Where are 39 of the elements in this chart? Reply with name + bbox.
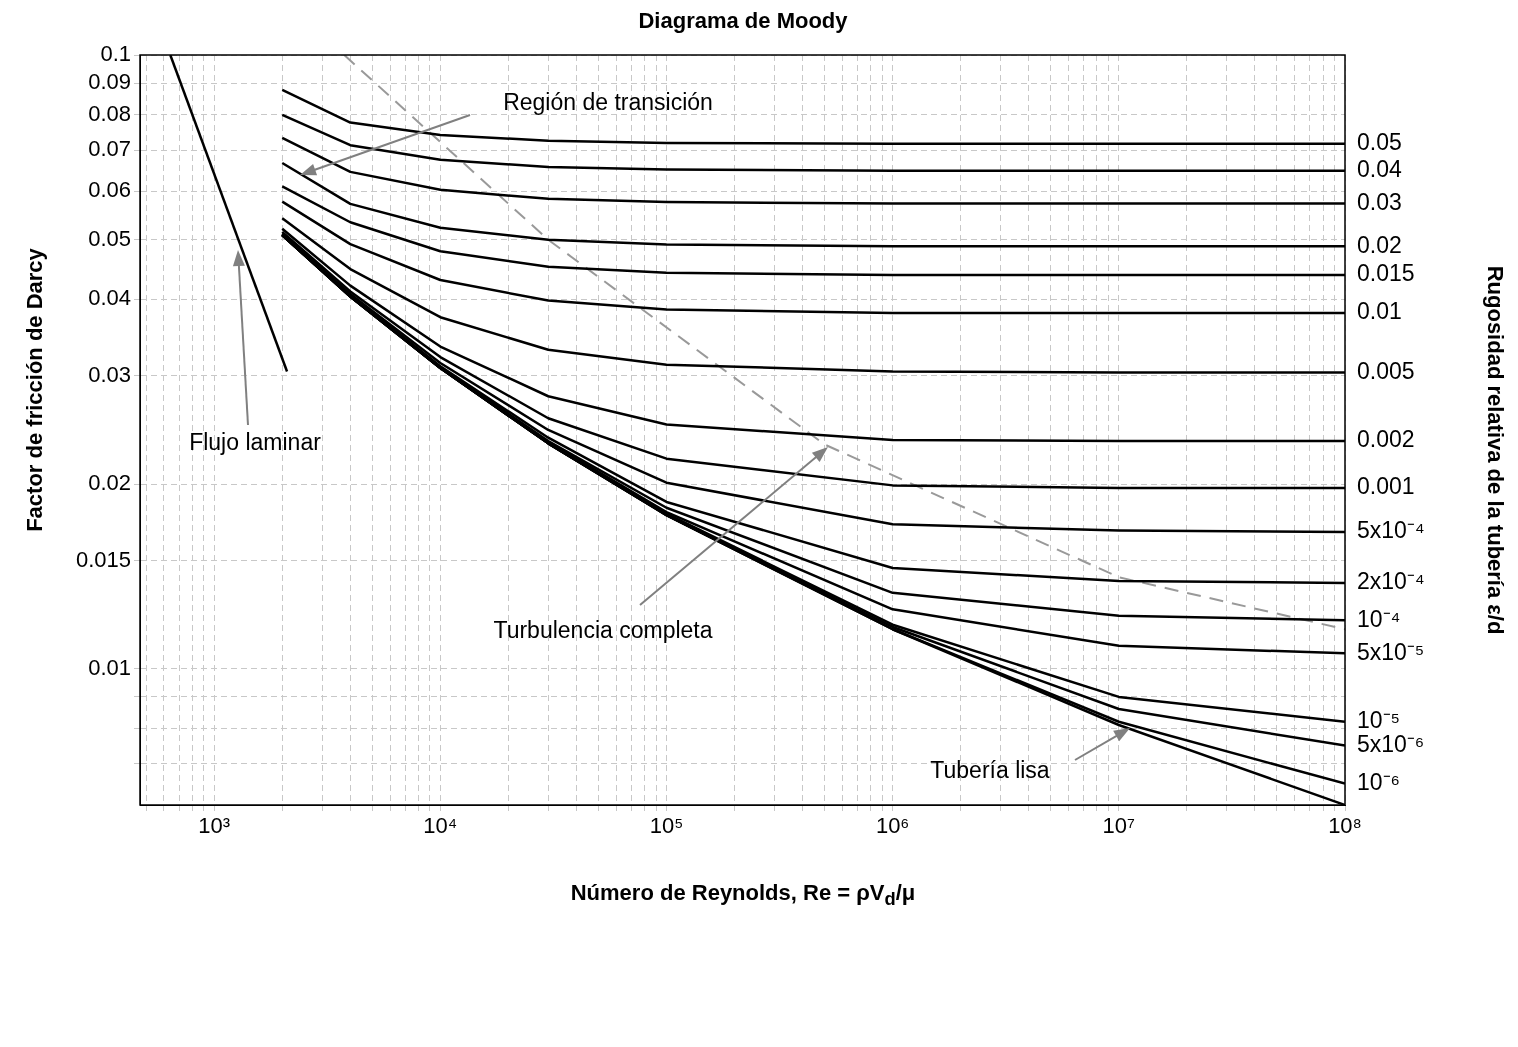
series-label: 5x10⁻⁴ bbox=[1357, 517, 1425, 544]
y-tick-label: 0.07 bbox=[88, 136, 131, 162]
chart-title: Diagrama de Moody bbox=[638, 8, 848, 34]
y-tick-label: 0.01 bbox=[88, 654, 131, 680]
x-axis-title: Número de Reynolds, Re = ρV$_{d}$/μ bbox=[570, 880, 916, 911]
series-label: 10⁻⁶ bbox=[1357, 769, 1401, 796]
series-label: 0.005 bbox=[1357, 357, 1415, 384]
annotation: Tubería lisa bbox=[930, 756, 1050, 784]
x-tick-label: 10⁵ bbox=[649, 813, 684, 839]
series-label: 0.05 bbox=[1357, 129, 1402, 156]
y-tick-label: 0.04 bbox=[88, 285, 131, 311]
series-label: 5x10⁻⁵ bbox=[1357, 638, 1425, 665]
y-tick-label: 0.06 bbox=[88, 177, 131, 203]
series-label: 0.04 bbox=[1357, 156, 1402, 182]
y-tick-label: 0.1 bbox=[100, 41, 131, 67]
series-label: 0.002 bbox=[1357, 426, 1415, 453]
series-label: 0.01 bbox=[1357, 298, 1402, 325]
annotation: Turbulencia completa bbox=[493, 616, 713, 644]
series-label: 0.02 bbox=[1357, 231, 1402, 258]
y-tick-label: 0.02 bbox=[88, 470, 131, 496]
series-label: 0.015 bbox=[1357, 260, 1415, 287]
y-tick-label: 0.08 bbox=[88, 100, 131, 126]
y-tick-label: 0.05 bbox=[88, 225, 131, 251]
x-tick-label: 10⁷ bbox=[1102, 813, 1136, 839]
y-tick-label: 0.015 bbox=[75, 546, 131, 572]
annotation: Región de transición bbox=[503, 88, 713, 116]
x-tick-label: 10⁶ bbox=[875, 813, 910, 839]
y-axis-title: Factor de fricción de Darcy bbox=[22, 248, 48, 532]
series-label: 2x10⁻⁴ bbox=[1357, 568, 1425, 595]
series-label: 0.03 bbox=[1357, 188, 1402, 215]
text: Rugosidad relativa de la tubería ε/d bbox=[1482, 265, 1508, 635]
y-tick-label: 0.09 bbox=[88, 69, 131, 95]
annotation: Flujo laminar bbox=[189, 428, 321, 456]
series-label: 10⁻⁴ bbox=[1357, 605, 1401, 632]
x-tick-label: 10³ bbox=[198, 813, 231, 839]
series-label: 0.001 bbox=[1357, 473, 1415, 500]
y-tick-label: 0.03 bbox=[88, 362, 131, 388]
x-tick-label: 10⁴ bbox=[423, 813, 458, 839]
x-tick-label: 10⁸ bbox=[1328, 813, 1362, 839]
